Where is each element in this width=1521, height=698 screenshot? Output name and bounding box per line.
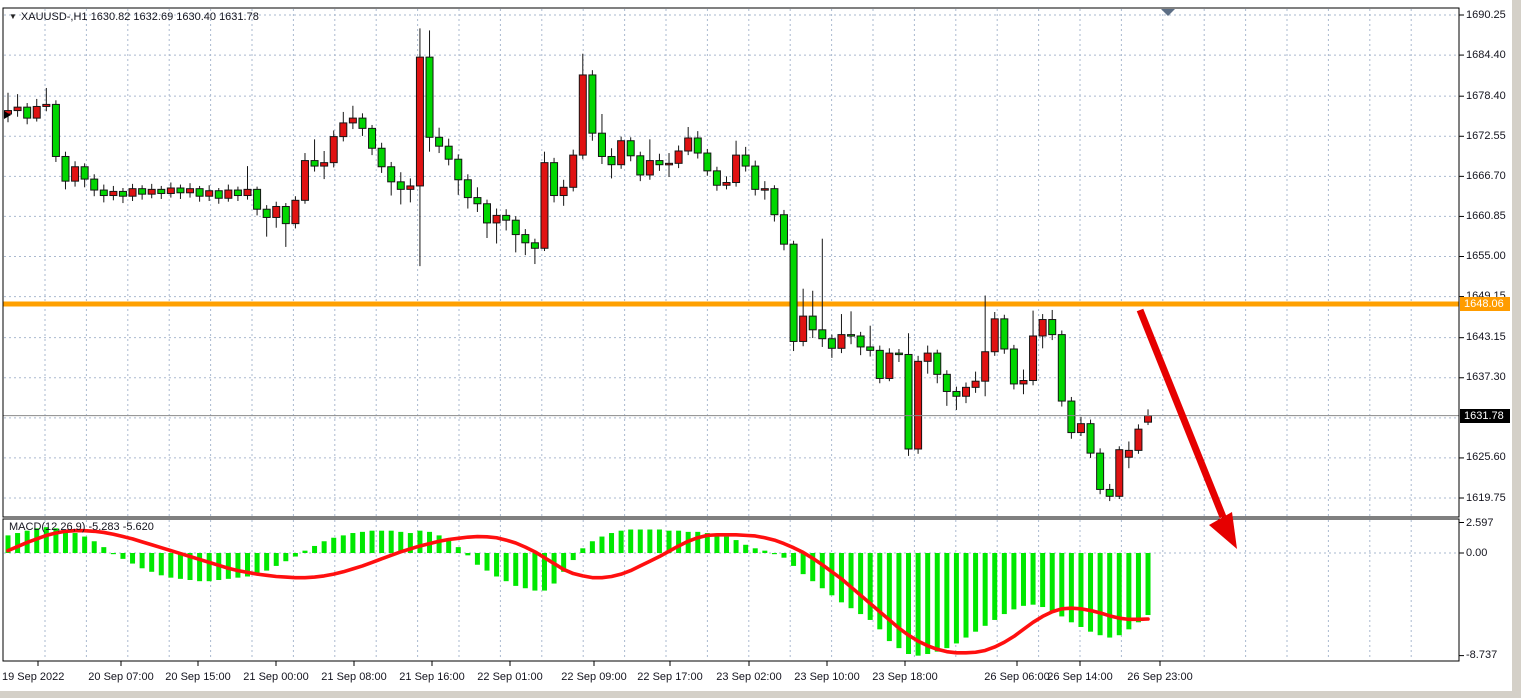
chart-shift-marker	[1161, 9, 1175, 16]
horizontal-line-price-tag: 1648.06	[1460, 297, 1510, 312]
time-axis-label: 22 Sep 01:00	[477, 671, 543, 683]
time-axis-label: 23 Sep 10:00	[794, 671, 860, 683]
price-axis-label: 1619.75	[1466, 491, 1506, 504]
time-axis-label: 26 Sep 14:00	[1047, 671, 1113, 683]
price-axis-label: 1666.70	[1466, 169, 1506, 182]
price-axis-label: 1690.25	[1466, 8, 1506, 21]
macd-axis-tick-min: -8.737	[1466, 649, 1498, 662]
price-axis-label: 1655.00	[1466, 250, 1506, 262]
time-axis-label: 19 Sep 2022	[2, 671, 65, 683]
window-right-edge	[1512, 0, 1521, 698]
trend-arrow-shaft	[1136, 308, 1227, 519]
price-axis-label: 1678.40	[1466, 89, 1506, 102]
time-axis-label: 23 Sep 18:00	[872, 671, 938, 683]
price-axis-label: 1672.55	[1466, 129, 1506, 142]
macd-indicator-label: MACD(12,26,9) -5.283 -5.620	[9, 521, 154, 533]
time-axis-label: 26 Sep 23:00	[1127, 671, 1193, 683]
time-axis-label: 20 Sep 07:00	[88, 671, 154, 683]
time-axis-label: 26 Sep 06:00	[984, 671, 1050, 683]
price-axis-label: 1684.40	[1466, 48, 1506, 61]
time-axis-label: 23 Sep 02:00	[716, 671, 782, 683]
time-axis-label: 21 Sep 16:00	[399, 671, 465, 683]
series-begin-marker	[4, 111, 11, 119]
price-axis-label: 1660.85	[1466, 209, 1506, 222]
symbol-period-label: XAUUSD-,H1	[20, 11, 88, 23]
price-axis-label: 1637.30	[1466, 371, 1506, 384]
symbol-dropdown-icon[interactable]: ▼	[9, 12, 17, 21]
time-axis-label: 22 Sep 17:00	[637, 671, 703, 683]
price-axis-label: 1643.15	[1466, 331, 1506, 344]
macd-axis-tick-zero: 0.00	[1466, 546, 1488, 559]
time-axis-label: 21 Sep 00:00	[243, 671, 309, 683]
time-axis-label: 21 Sep 08:00	[321, 671, 387, 683]
macd-axis-tick-max: 2.597	[1466, 517, 1494, 530]
ohlc-values: 1630.82 1632.69 1630.40 1631.78	[90, 11, 259, 23]
window-bottom-edge	[0, 691, 1521, 698]
time-axis-label: 20 Sep 15:00	[165, 671, 231, 683]
trend-arrow-head	[1209, 512, 1237, 549]
price-axis-label: 1625.60	[1466, 451, 1506, 464]
current-price-tag: 1631.78	[1460, 408, 1510, 423]
chart-title: ▼ XAUUSD-,H1 1630.82 1632.69 1630.40 1631…	[9, 11, 259, 23]
time-axis-label: 22 Sep 09:00	[561, 671, 627, 683]
